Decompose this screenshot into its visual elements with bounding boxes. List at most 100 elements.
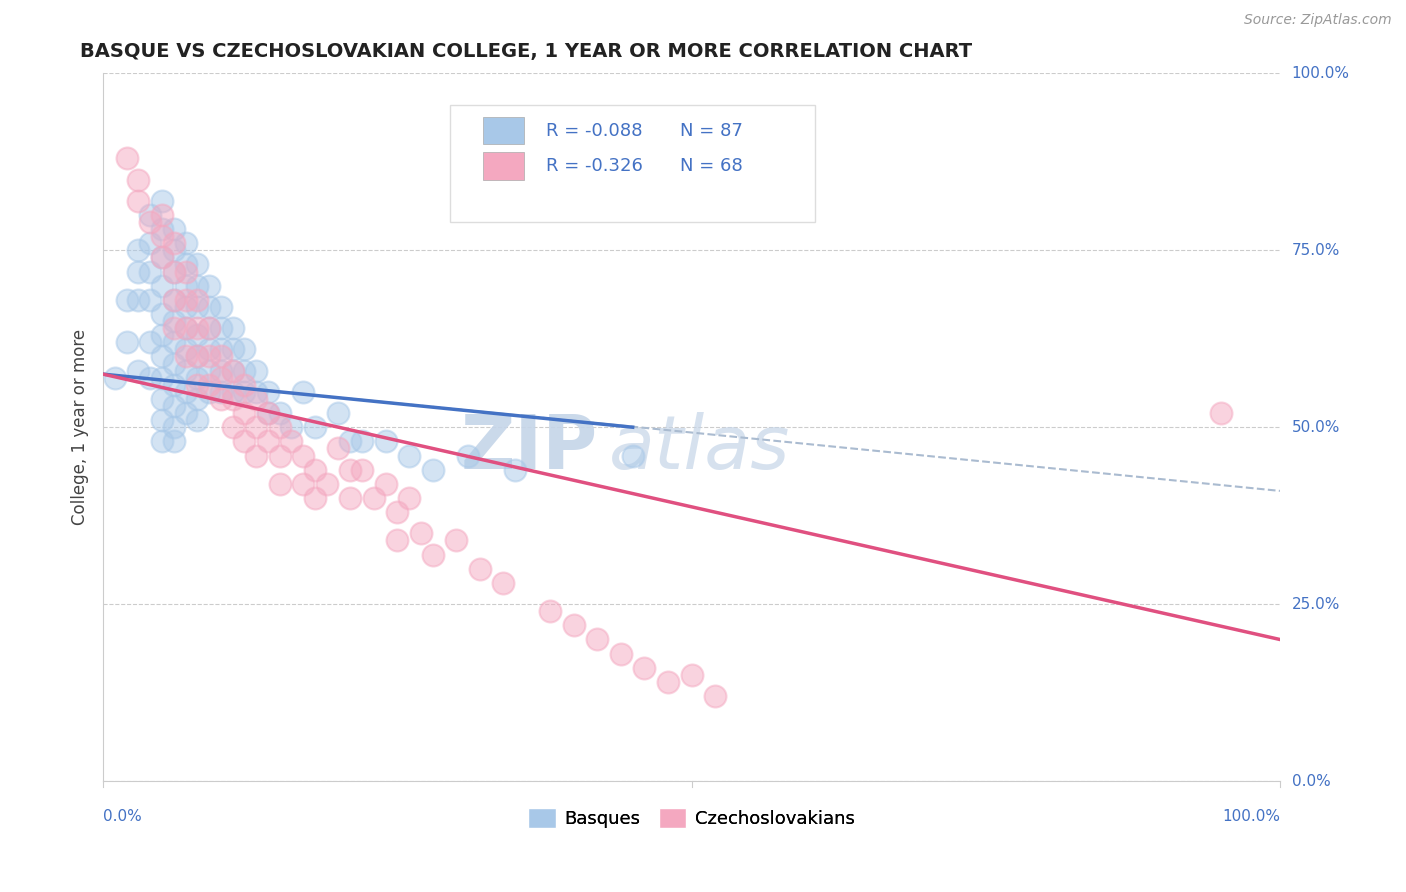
Point — [150, 229, 173, 244]
Point — [221, 420, 243, 434]
Point — [198, 377, 221, 392]
Point — [127, 194, 149, 208]
Point — [174, 257, 197, 271]
Point — [174, 343, 197, 357]
Text: Source: ZipAtlas.com: Source: ZipAtlas.com — [1244, 13, 1392, 28]
Point — [233, 377, 256, 392]
Point — [163, 222, 186, 236]
Point — [150, 222, 173, 236]
Point — [292, 449, 315, 463]
Point — [374, 476, 396, 491]
Point — [163, 293, 186, 307]
Point — [350, 463, 373, 477]
Point — [198, 300, 221, 314]
Point — [269, 420, 291, 434]
Point — [198, 384, 221, 399]
Point — [150, 392, 173, 406]
Point — [150, 413, 173, 427]
Point — [562, 618, 585, 632]
Point — [186, 257, 208, 271]
Point — [339, 434, 361, 449]
Point — [280, 420, 302, 434]
Text: R = -0.326: R = -0.326 — [546, 157, 643, 175]
Point — [163, 399, 186, 413]
Point — [139, 236, 162, 251]
Point — [221, 363, 243, 377]
Text: 50.0%: 50.0% — [1292, 420, 1340, 434]
Point — [269, 406, 291, 420]
Text: atlas: atlas — [609, 412, 790, 484]
Point — [174, 406, 197, 420]
Point — [269, 476, 291, 491]
Text: N = 68: N = 68 — [679, 157, 742, 175]
Point — [198, 321, 221, 335]
Point — [422, 463, 444, 477]
Point — [1209, 406, 1232, 420]
Legend: Basques, Czechoslovakians: Basques, Czechoslovakians — [522, 800, 862, 836]
Point — [174, 300, 197, 314]
Point — [221, 321, 243, 335]
FancyBboxPatch shape — [450, 105, 815, 222]
Point — [328, 406, 350, 420]
Point — [115, 293, 138, 307]
Point — [257, 406, 280, 420]
Point — [233, 343, 256, 357]
Point — [127, 363, 149, 377]
Point — [174, 264, 197, 278]
Point — [269, 449, 291, 463]
Bar — [484, 153, 524, 179]
Point — [139, 335, 162, 350]
Point — [292, 384, 315, 399]
Point — [339, 463, 361, 477]
Point — [409, 526, 432, 541]
Point — [209, 392, 232, 406]
Point — [315, 476, 337, 491]
Point — [209, 370, 232, 384]
Point — [209, 363, 232, 377]
Point — [350, 434, 373, 449]
Point — [139, 264, 162, 278]
Point — [209, 384, 232, 399]
Point — [468, 562, 491, 576]
Point — [198, 350, 221, 364]
Point — [163, 335, 186, 350]
Point — [186, 392, 208, 406]
Point — [150, 208, 173, 222]
Point — [304, 491, 326, 505]
Point — [115, 335, 138, 350]
Point — [233, 406, 256, 420]
Point — [174, 293, 197, 307]
Point — [150, 251, 173, 265]
Point — [150, 251, 173, 265]
Point — [233, 363, 256, 377]
Point — [139, 208, 162, 222]
Point — [280, 434, 302, 449]
Text: 100.0%: 100.0% — [1292, 66, 1350, 81]
Point — [704, 689, 727, 703]
Point — [374, 434, 396, 449]
Point — [127, 244, 149, 258]
Point — [127, 172, 149, 186]
Point — [610, 647, 633, 661]
Point — [245, 449, 267, 463]
Point — [174, 363, 197, 377]
Point — [139, 370, 162, 384]
Point — [257, 406, 280, 420]
Point — [186, 350, 208, 364]
Point — [245, 420, 267, 434]
Point — [186, 377, 208, 392]
Point — [398, 491, 420, 505]
Point — [163, 264, 186, 278]
Point — [163, 236, 186, 251]
Point — [186, 300, 208, 314]
Point — [150, 328, 173, 343]
Point — [221, 363, 243, 377]
Text: 25.0%: 25.0% — [1292, 597, 1340, 612]
Point — [245, 384, 267, 399]
Bar — [484, 117, 524, 145]
Point — [233, 384, 256, 399]
Text: 100.0%: 100.0% — [1222, 809, 1279, 824]
Point — [292, 476, 315, 491]
Point — [198, 363, 221, 377]
Point — [245, 363, 267, 377]
